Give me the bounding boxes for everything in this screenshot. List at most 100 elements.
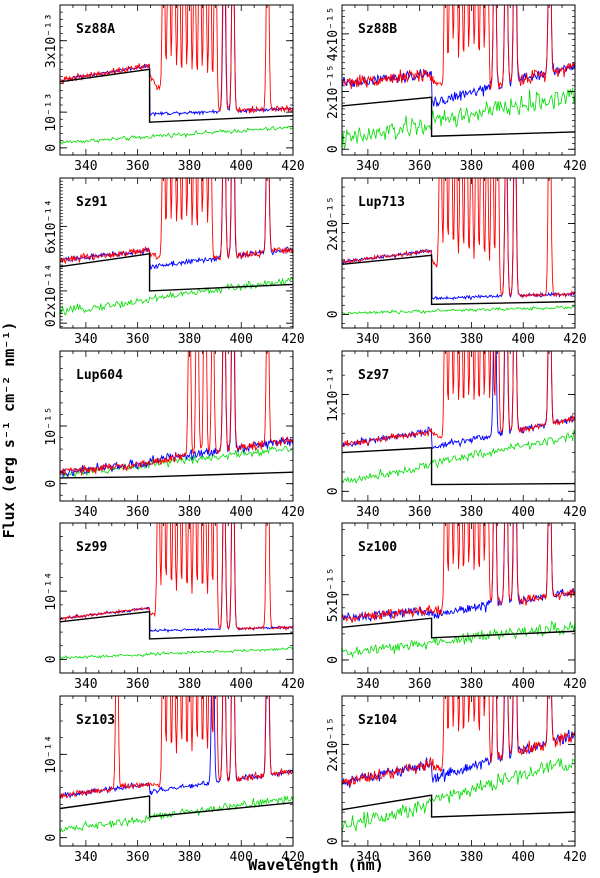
series-continuum [342,254,575,306]
x-tick-label: 380 [460,850,483,865]
x-tick-label: 380 [460,159,483,174]
series-red [60,5,293,114]
y-tick-label: 0 [326,145,341,153]
panel-label: Sz99 [76,540,107,555]
x-tick-label: 400 [229,677,252,692]
x-tick-label: 380 [178,159,201,174]
x-tick-label: 420 [563,850,586,865]
y-tick-label: 10⁻¹³ [44,93,59,132]
x-tick-label: 360 [408,677,431,692]
y-tick-label: 0 [326,310,341,318]
y-tick-label: 10⁻¹⁴ [44,572,59,611]
series-continuum [342,617,575,639]
x-tick-label: 340 [356,677,379,692]
x-tick-label: 340 [356,159,379,174]
x-tick-label: 360 [126,505,149,520]
series-red [342,696,575,787]
y-tick-label: 10⁻¹⁵ [44,406,59,445]
panel-label: Lup713 [358,195,405,210]
x-tick-label: 380 [460,332,483,347]
x-tick-label: 420 [563,677,586,692]
x-tick-label: 380 [178,505,201,520]
series-red [342,5,575,91]
x-tick-label: 340 [74,332,97,347]
series-green [60,276,293,316]
panel-label: Sz103 [76,713,115,728]
x-tick-label: 420 [281,332,304,347]
panel-lup713: 340 360 380 400 420 0 2x10⁻¹⁵ Lup713 [326,177,587,347]
panel-sz88a: 340 360 380 400 420 0 10⁻¹³ 3x10⁻¹³ Sz88A [44,4,305,174]
y-tick-label: 0 [44,655,59,663]
panel-sz100: 340 360 380 400 420 0 5x10⁻¹⁵ Sz100 [326,522,587,692]
x-tick-label: 420 [563,332,586,347]
series-green [342,758,575,832]
x-tick-label: 420 [281,677,304,692]
series-red [60,523,293,631]
panel-label: Sz104 [358,713,397,728]
panel-sz104: 340 360 380 400 420 0 2x10⁻¹⁵ Sz104 [326,695,587,865]
series-blue [342,178,575,301]
x-tick-label: 360 [408,505,431,520]
series-continuum [60,68,293,123]
series-green [60,445,293,479]
y-tick-label: 3x10⁻¹³ [44,13,59,68]
series-green [60,646,293,660]
series-red [60,351,293,476]
series-blue [342,5,575,107]
series-continuum [342,96,575,137]
panel-label: Sz100 [358,540,397,555]
panel-label: Sz91 [76,195,107,210]
x-tick-label: 400 [511,677,534,692]
x-tick-label: 360 [408,850,431,865]
x-tick-label: 380 [460,505,483,520]
y-tick-label: 0 [44,834,59,842]
x-tick-label: 380 [178,332,201,347]
x-tick-label: 360 [126,850,149,865]
x-tick-label: 380 [178,850,201,865]
series-continuum [60,252,293,292]
x-tick-label: 340 [356,332,379,347]
series-blue [342,523,575,624]
x-axis-title: Wavelength (nm) [248,856,383,874]
y-tick-label: 2x10⁻¹⁴ [44,264,59,319]
x-tick-label: 340 [74,850,97,865]
y-tick-label: 2x10⁻¹⁵ [326,717,341,772]
x-tick-label: 420 [281,159,304,174]
y-tick-label: 10⁻¹⁴ [44,735,59,774]
series-blue [60,5,293,118]
x-tick-label: 360 [126,159,149,174]
series-continuum [60,471,293,479]
y-tick-label: 4x10⁻¹⁵ [326,6,341,61]
y-tick-label: 2x10⁻¹⁵ [326,196,341,251]
y-tick-label: 0 [326,656,341,664]
panel-lup604: 340 360 380 400 420 0 10⁻¹⁵ Lup604 [44,350,305,520]
x-tick-label: 400 [511,850,534,865]
x-tick-label: 400 [229,332,252,347]
y-tick-label: 0 [326,837,341,845]
series-blue [60,523,293,634]
series-red [60,696,293,800]
x-tick-label: 340 [74,505,97,520]
series-red [342,178,575,299]
y-tick-label: 6x10⁻¹⁴ [44,199,59,254]
panel-sz88b: 340 360 380 400 420 0 2x10⁻¹⁵ 4x10⁻¹⁵ Sz88B [326,4,587,174]
x-tick-label: 340 [74,677,97,692]
x-tick-label: 400 [511,159,534,174]
x-tick-label: 420 [563,159,586,174]
y-tick-label: 0 [44,319,59,327]
y-axis-title: Flux (erg s⁻¹ cm⁻² nm⁻¹) [0,322,18,539]
series-continuum [60,795,293,818]
x-tick-label: 360 [126,332,149,347]
series-green [342,429,575,485]
series-green [342,87,575,149]
series-green [342,305,575,315]
y-tick-label: 2x10⁻¹⁵ [326,64,341,119]
series-red [342,523,575,623]
y-tick-label: 5x10⁻¹⁵ [326,567,341,622]
series-blue [60,351,293,479]
x-tick-label: 420 [281,505,304,520]
panel-sz97: 340 360 380 400 420 0 1x10⁻¹⁴ Sz97 [326,350,587,520]
x-tick-label: 400 [511,332,534,347]
